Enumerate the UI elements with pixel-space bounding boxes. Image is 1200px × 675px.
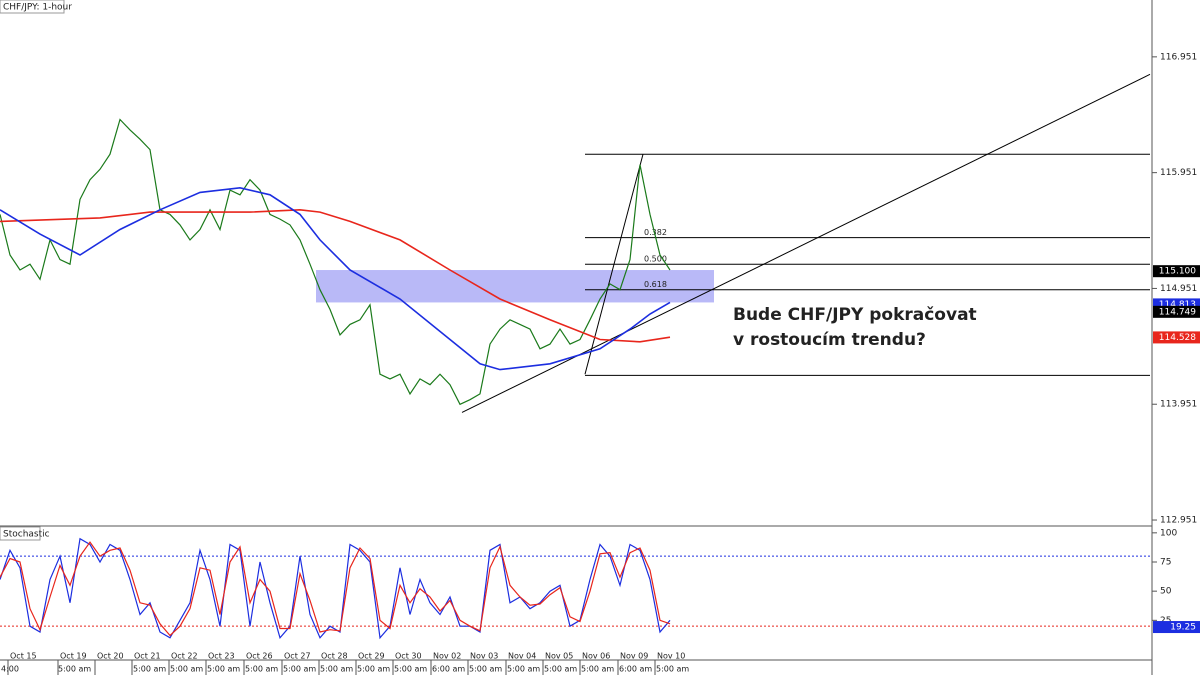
x-tick-label: Nov 03 (470, 652, 498, 661)
x-time-label: 4:00 (1, 665, 19, 674)
x-tick-label: Oct 21 (134, 652, 161, 661)
x-tick-label: Nov 10 (657, 652, 685, 661)
annotation: Bude CHF/JPY pokračovat (733, 305, 977, 325)
y-tick-label: 25 (1160, 616, 1171, 626)
price-marker-label: 115.100 (1159, 267, 1196, 277)
series-line (0, 118, 671, 406)
title-box (0, 0, 65, 14)
x-time-label: 5:00 am (544, 665, 577, 674)
x-time-label: 5:00 am (656, 665, 689, 674)
price-marker (1153, 265, 1200, 278)
price-marker-label: 114.528 (1159, 333, 1196, 343)
x-time-label: 6:00 am (619, 665, 652, 674)
price-marker-label: 114.749 (1159, 307, 1196, 317)
x-tick-label: Oct 26 (246, 652, 273, 661)
x-tick-label: Oct 29 (358, 652, 385, 661)
title-box (0, 526, 41, 541)
x-tick-label: Oct 30 (395, 652, 422, 661)
y-tick-label: 113.951 (1160, 400, 1197, 410)
x-time-label: 5:00 am (245, 665, 278, 674)
chart-title: CHF/JPY: 1-hour (3, 3, 72, 13)
annotation: v rostoucím trendu? (733, 330, 926, 350)
x-tick-label: Nov 02 (433, 652, 461, 661)
x-time-label: 5:00 am (207, 665, 240, 674)
x-tick-label: Nov 04 (508, 652, 536, 661)
zone (316, 270, 714, 303)
x-time-label: 5:00 am (58, 665, 91, 674)
series-line (0, 541, 671, 637)
x-time-label: 5:00 am (283, 665, 316, 674)
x-tick-label: Oct 23 (208, 652, 235, 661)
x-tick-label: Nov 09 (620, 652, 648, 661)
x-time-label: 5:00 am (394, 665, 427, 674)
y-tick-label: 114.951 (1160, 284, 1197, 294)
x-time-label: 5:00 am (320, 665, 353, 674)
x-time-label: 6:00 am (432, 665, 465, 674)
x-tick-label: Nov 06 (582, 652, 610, 661)
y-tick-label: 100 (1160, 528, 1177, 538)
y-tick-label: 75 (1160, 558, 1171, 568)
x-tick-label: Oct 15 (10, 652, 37, 661)
series-line (0, 186, 671, 371)
x-time-label: 5:00 am (133, 665, 166, 674)
y-tick-label: 115.951 (1160, 168, 1197, 178)
x-tick-label: Oct 19 (60, 652, 87, 661)
indicator-title: Stochastic (3, 530, 50, 540)
x-tick-label: Nov 05 (545, 652, 573, 661)
x-time-label: 5:00 am (170, 665, 203, 674)
x-tick-label: Oct 28 (321, 652, 348, 661)
price-marker (1153, 305, 1200, 318)
x-time-label: 5:00 am (581, 665, 614, 674)
x-tick-label: Oct 22 (171, 652, 198, 661)
fib-label: 0.382 (644, 228, 667, 237)
price-marker-label: 19.25 (1170, 623, 1196, 633)
x-tick-label: Oct 27 (284, 652, 311, 661)
y-tick-label: 112.951 (1160, 516, 1197, 526)
x-time-label: 5:00 am (507, 665, 540, 674)
series-line (0, 537, 671, 640)
fib-label: 0.618 (644, 280, 667, 289)
y-tick-label: 50 (1160, 587, 1172, 597)
y-tick-label: 116.951 (1160, 52, 1197, 62)
price-marker-label: 114.813 (1159, 300, 1196, 310)
x-time-label: 5:00 am (469, 665, 502, 674)
x-tick-label: Oct 20 (97, 652, 124, 661)
x-time-label: 5:00 am (357, 665, 390, 674)
series-line (0, 208, 671, 343)
fib-label: 0.500 (644, 255, 667, 264)
price-marker (1153, 621, 1200, 634)
price-marker (1153, 331, 1200, 344)
